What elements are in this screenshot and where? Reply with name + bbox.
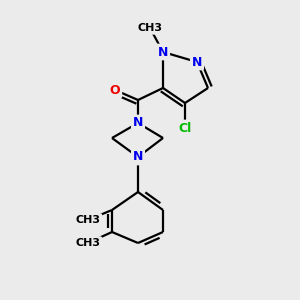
Text: N: N [192,56,202,68]
Text: Cl: Cl [178,122,192,134]
Text: N: N [133,151,143,164]
Text: O: O [110,83,120,97]
Text: CH3: CH3 [76,238,100,248]
Text: N: N [133,116,143,130]
Text: N: N [158,46,168,59]
Text: CH3: CH3 [76,215,100,225]
Text: CH3: CH3 [137,23,163,33]
